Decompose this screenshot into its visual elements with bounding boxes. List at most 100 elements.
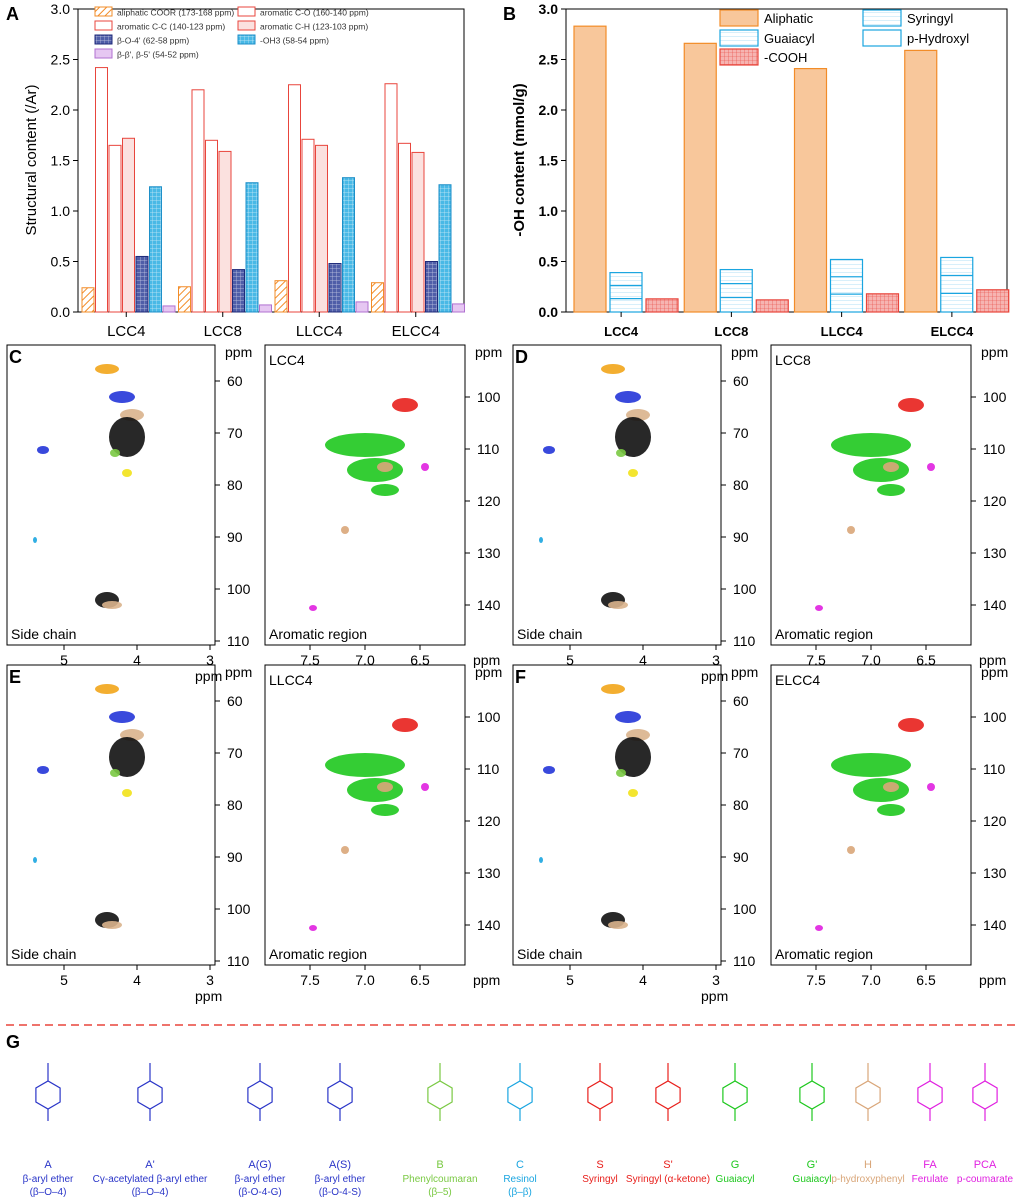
nmr-contour <box>421 783 429 791</box>
arom-ytick-label: 140 <box>983 917 1007 933</box>
nmr-contour <box>110 769 120 777</box>
nmr-contour <box>110 449 120 457</box>
arom-ytick-label: 100 <box>477 389 501 405</box>
structure-code: S' <box>663 1159 672 1171</box>
arom-ytick-label: 110 <box>983 441 1006 457</box>
structure-name: β-aryl ether <box>235 1174 286 1185</box>
nmr-contour <box>601 684 625 694</box>
chart-a-bar <box>274 280 288 313</box>
sample-label: ELCC4 <box>775 672 820 688</box>
arom-xtick-label: 6.5 <box>916 652 936 668</box>
side-ytick-label: 90 <box>227 529 243 545</box>
aromatic-label: Aromatic region <box>775 946 873 962</box>
arom-xtick-label: 6.5 <box>410 972 430 988</box>
chart-a-xtick-label: LCC8 <box>204 323 242 340</box>
side-xtick-label: 3 <box>206 972 214 988</box>
nmr-contour <box>102 921 122 929</box>
chart-b-bar <box>719 268 753 313</box>
side-xunit: ppm <box>195 988 222 1004</box>
nmr-contour <box>877 804 905 816</box>
chart-a-xtick-label: LCC4 <box>107 323 145 340</box>
arom-ytick-label: 110 <box>477 441 500 457</box>
structure-a-s-: A(S) β-aryl ether (β-O-4-S) <box>315 1063 366 1198</box>
arom-ytick-label: 110 <box>983 761 1006 777</box>
arom-ytick-label: 130 <box>983 865 1007 881</box>
arom-xtick-label: 7.0 <box>861 972 881 988</box>
side-xtick-label: 3 <box>712 972 720 988</box>
panel-letter: C <box>9 347 22 367</box>
chart-a-xtick-label: LLCC4 <box>296 323 343 340</box>
structure-name: p-coumarate <box>957 1174 1014 1185</box>
side-yunit: ppm <box>731 344 758 360</box>
side-xtick-label: 5 <box>60 652 68 668</box>
nmr-contour <box>543 766 555 774</box>
nmr-contour <box>539 857 543 863</box>
side-ytick-label: 110 <box>733 633 756 649</box>
nmr-contour <box>122 469 132 477</box>
arom-xtick-label: 7.0 <box>355 972 375 988</box>
structure-sub: (β-O-4-G) <box>238 1187 282 1198</box>
structure-h: Hp-hydroxyphenyl <box>831 1063 905 1185</box>
chart-a-legend-swatch <box>94 20 113 31</box>
nmr-contour <box>33 857 37 863</box>
nmr-contour <box>421 463 429 471</box>
structure-name: Syringyl (α-ketone) <box>626 1174 710 1185</box>
chart-b-bar <box>829 258 864 313</box>
chart-a-bar <box>288 84 301 313</box>
panel-letter-b: B <box>503 4 516 24</box>
side-chain-label: Side chain <box>517 626 582 642</box>
nmr-contour <box>927 463 935 471</box>
side-ytick-label: 70 <box>227 425 243 441</box>
nmr-contour <box>815 605 823 611</box>
sample-label: LCC8 <box>775 352 811 368</box>
chart-a-bar <box>232 269 245 313</box>
chart-b-legend-swatch <box>719 29 759 47</box>
arom-ytick-label: 120 <box>983 493 1007 509</box>
arom-xtick-label: 7.5 <box>806 652 826 668</box>
chart-a: Structural content (/Ar) 0.0 0.5 1.0 1.5 2.0… <box>23 1 465 340</box>
chart-b-legend-swatch <box>862 9 902 27</box>
chart-b-bar <box>573 25 607 313</box>
structure-sub: (β–5) <box>428 1187 452 1198</box>
nmr-contour <box>102 601 122 609</box>
arom-xunit: ppm <box>979 652 1006 668</box>
side-ytick-label: 110 <box>227 953 250 969</box>
side-xtick-label: 4 <box>639 652 647 668</box>
chart-b-bar <box>865 293 900 313</box>
side-ytick-label: 110 <box>227 633 250 649</box>
side-ytick-label: 60 <box>733 373 749 389</box>
chart-b-legend-swatch <box>719 48 759 66</box>
chart-b-ytick-label: 3.0 <box>539 1 559 17</box>
chart-b-bar <box>940 256 974 313</box>
structure-code: A(G) <box>248 1159 271 1171</box>
chart-a-bar <box>301 138 315 313</box>
structure-a-: A' Cγ-acetylated β-aryl ether (β–O–4) <box>93 1063 208 1198</box>
chart-a-bar <box>205 139 218 313</box>
structure-code: A(S) <box>329 1159 351 1171</box>
side-ytick-label: 100 <box>733 901 757 917</box>
side-xtick-label: 5 <box>60 972 68 988</box>
arom-xunit: ppm <box>473 652 500 668</box>
chart-b-xtick-label: LLCC4 <box>821 324 864 339</box>
structure-b: B Phenylcoumaran (β–5) <box>402 1063 478 1198</box>
arom-xunit: ppm <box>979 972 1006 988</box>
aromatic-label: Aromatic region <box>269 626 367 642</box>
chart-a-ytick-label: 0.0 <box>51 304 71 320</box>
structure-ring-icon <box>972 1080 998 1110</box>
chart-a-legend-swatch <box>237 34 256 45</box>
structure-name: Guaiacyl <box>716 1174 755 1185</box>
structure-ring-icon <box>917 1080 943 1110</box>
arom-ytick-label: 100 <box>983 389 1007 405</box>
structure-ring-icon <box>655 1080 681 1110</box>
nmr-contour <box>815 925 823 931</box>
side-chain-label: Side chain <box>517 946 582 962</box>
chart-a-bar <box>218 150 232 313</box>
structure-name: β-aryl ether <box>23 1174 74 1185</box>
structure-ring-icon <box>35 1080 61 1110</box>
structure-code: B <box>436 1159 443 1171</box>
arom-ytick-label: 100 <box>477 709 501 725</box>
aromatic-frame <box>770 344 972 646</box>
nmr-contour <box>122 789 132 797</box>
structure-code: A <box>44 1159 52 1171</box>
